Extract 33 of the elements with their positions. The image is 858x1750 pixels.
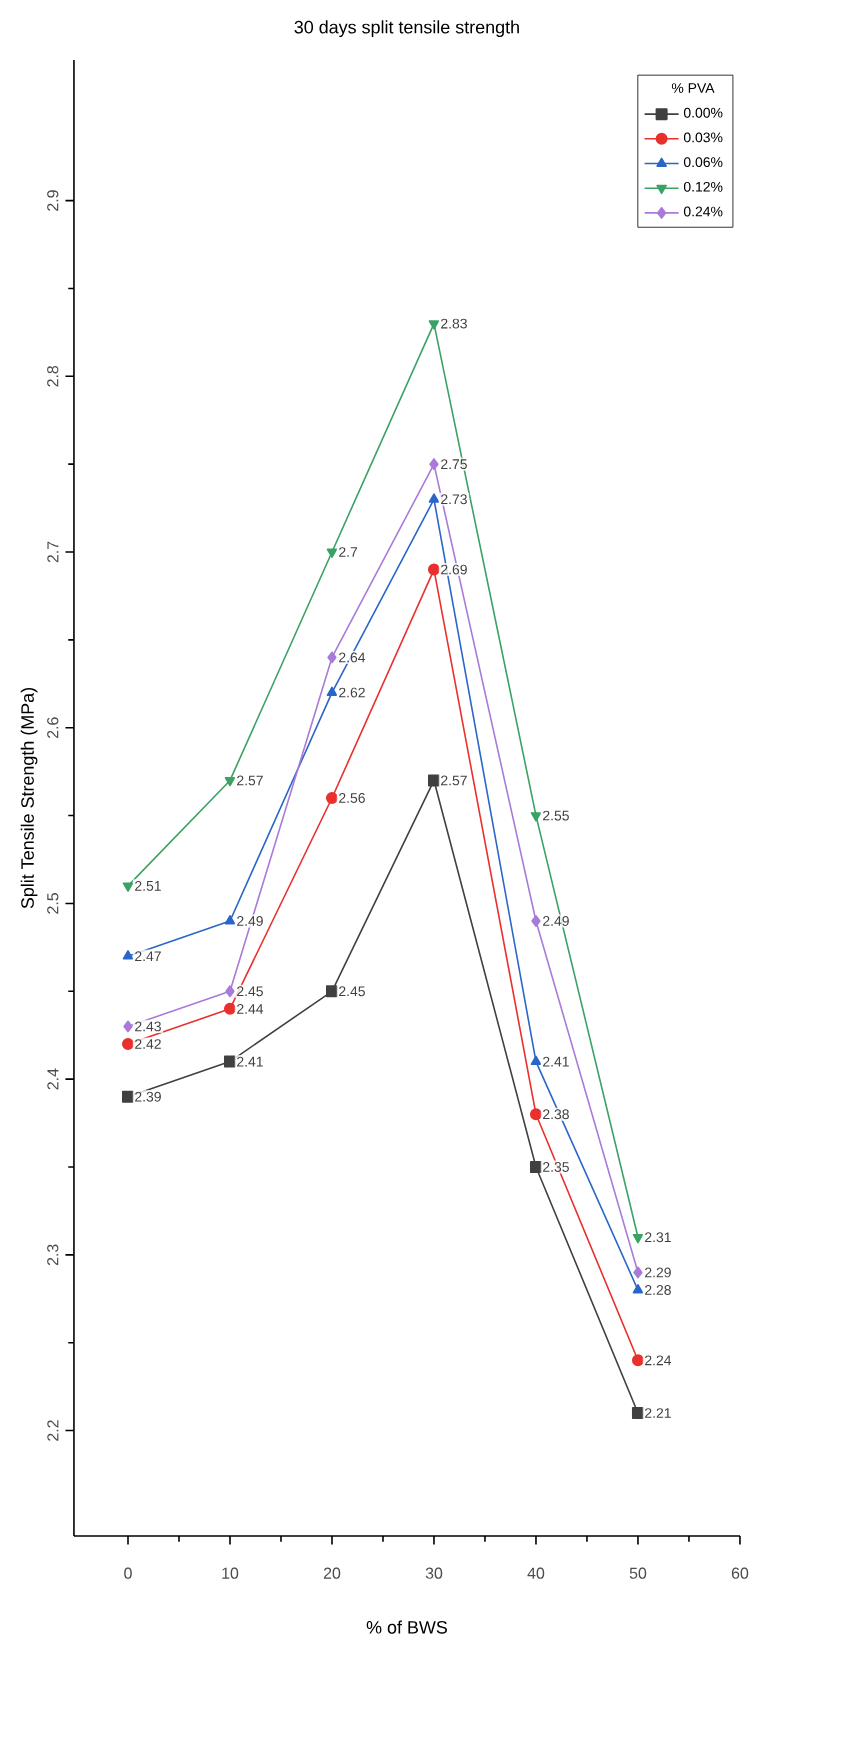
point — [122, 1038, 134, 1050]
point — [530, 812, 542, 822]
point — [531, 915, 541, 927]
point — [427, 774, 440, 787]
point — [224, 915, 236, 925]
point — [632, 1284, 644, 1294]
point — [123, 1020, 133, 1033]
point — [631, 1407, 644, 1419]
point — [529, 1108, 542, 1121]
point — [428, 493, 440, 503]
point — [427, 563, 440, 576]
point — [225, 985, 235, 998]
point — [327, 651, 337, 664]
point — [631, 1354, 644, 1367]
point — [429, 458, 439, 471]
x-axis-title: % of BWS — [366, 1620, 447, 1634]
point — [530, 1055, 542, 1065]
point — [633, 1266, 643, 1279]
y-axis-title: Split Tensile Strength (MPa) — [20, 688, 38, 909]
chart-title: 30 days split tensile strength — [294, 20, 519, 38]
point — [122, 882, 134, 892]
point — [326, 686, 338, 696]
point — [325, 985, 338, 998]
point — [224, 777, 236, 787]
point — [122, 950, 134, 960]
point — [325, 792, 338, 804]
point — [632, 1233, 644, 1244]
point — [428, 320, 440, 330]
point — [224, 1002, 236, 1015]
point — [224, 1055, 236, 1068]
point — [529, 1161, 542, 1173]
point — [326, 548, 338, 558]
point — [122, 1090, 134, 1103]
